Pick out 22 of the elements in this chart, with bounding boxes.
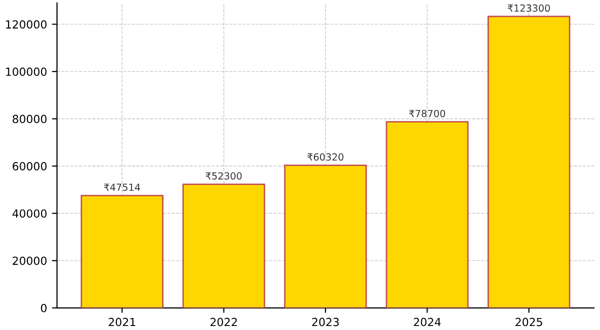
data-label: ₹52300 <box>206 172 242 180</box>
data-label: ₹78700 <box>409 110 446 118</box>
data-label: ₹123300 <box>508 4 550 12</box>
bar <box>182 184 266 308</box>
bar <box>488 16 570 308</box>
x-tick-label: 2025 <box>516 318 542 326</box>
y-tick-label: 0 <box>40 304 47 312</box>
y-tick-label: 120000 <box>6 20 47 29</box>
y-tick-label: 20000 <box>12 256 47 265</box>
x-tick-label: 2024 <box>414 318 441 326</box>
y-tick-label: 100000 <box>6 67 47 76</box>
data-label: ₹47514 <box>104 184 140 191</box>
bar <box>80 194 164 308</box>
bar <box>284 164 367 308</box>
x-tick-label: 2022 <box>210 318 237 326</box>
data-label: ₹60320 <box>307 153 344 161</box>
y-tick-label: 80000 <box>12 114 47 124</box>
x-tick-label: 2023 <box>312 318 339 326</box>
x-tick-label: 2021 <box>108 318 136 326</box>
bar <box>386 121 469 308</box>
y-tick-label: 40000 <box>12 209 47 218</box>
y-tick-label: 60000 <box>12 162 47 170</box>
